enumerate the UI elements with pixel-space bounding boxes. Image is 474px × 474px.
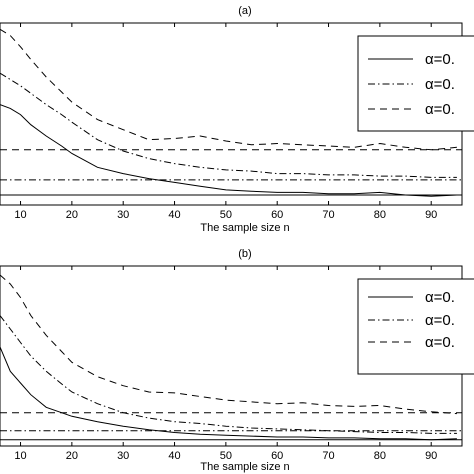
panel-b-x-tick-label: 60 [271, 450, 283, 462]
panel-b-legend-label-3: α=0. [425, 334, 455, 351]
panel-b-tick-group: 10 20 30 40 50 60 70 80 90 [14, 266, 437, 462]
panel-a-x-tick-label: 90 [425, 209, 437, 221]
panel-b-legend-box [357, 278, 474, 375]
panel-a-legend-box [357, 35, 474, 132]
panel-a-x-tick-label: 60 [271, 209, 283, 221]
panel-a-title: (a) [238, 5, 251, 17]
panel-b-x-tick-label: 70 [322, 450, 334, 462]
panel-a-tick-group: 10 20 30 40 50 60 70 80 90 [14, 23, 437, 221]
panel-a-legend-label-1: α=0. [425, 51, 455, 68]
panel-a-legend-label-2: α=0. [425, 76, 455, 93]
panel-a-x-tick-label: 50 [220, 209, 232, 221]
panel-a-series-line-dashed [0, 28, 457, 151]
panel-b-x-tick-label: 40 [168, 450, 180, 462]
panel-a-x-tick-label: 80 [374, 209, 386, 221]
panel-a-series-line-solid [0, 104, 457, 197]
panel-b-x-axis-label: The sample size n [200, 461, 289, 473]
panel-b-x-tick-label: 50 [220, 450, 232, 462]
panel-b-x-tick-label: 30 [117, 450, 129, 462]
panel-a-legend-label-3: α=0. [425, 101, 455, 118]
panel-a-x-tick-label: 40 [168, 209, 180, 221]
panel-b-x-tick-label: 90 [425, 450, 437, 462]
panel-b-x-tick-label: 10 [14, 450, 26, 462]
panel-b-series-line-dashdot [0, 315, 457, 434]
panel-a: (a) 10 20 30 40 50 60 70 80 90 The sample size n… [0, 5, 474, 234]
panel-a-x-tick-label: 20 [66, 209, 78, 221]
panel-b-legend-label-1: α=0. [425, 289, 455, 306]
panel-b-legend-label-2: α=0. [425, 312, 455, 329]
panel-b-x-tick-label: 80 [374, 450, 386, 462]
panel-b: (b) 10 20 30 40 50 60 70 80 90 The sample size n… [0, 248, 474, 473]
panel-a-x-tick-label: 30 [117, 209, 129, 221]
panel-a-legend: α=0. α=0. α=0. [357, 35, 474, 132]
panel-a-x-tick-label: 10 [14, 209, 26, 221]
panel-b-series-line-dashed [0, 274, 457, 415]
panel-b-title: (b) [238, 248, 251, 260]
panel-a-x-tick-label: 70 [322, 209, 334, 221]
panel-a-series-group [0, 28, 462, 197]
panel-b-series-group [0, 274, 462, 441]
panel-b-legend: α=0. α=0. α=0. [357, 278, 474, 375]
panel-b-series-line-solid [0, 346, 457, 441]
panel-a-series-line-dashdot [0, 72, 457, 178]
panel-b-x-tick-label: 20 [66, 450, 78, 462]
panel-a-x-axis-label: The sample size n [200, 222, 289, 234]
